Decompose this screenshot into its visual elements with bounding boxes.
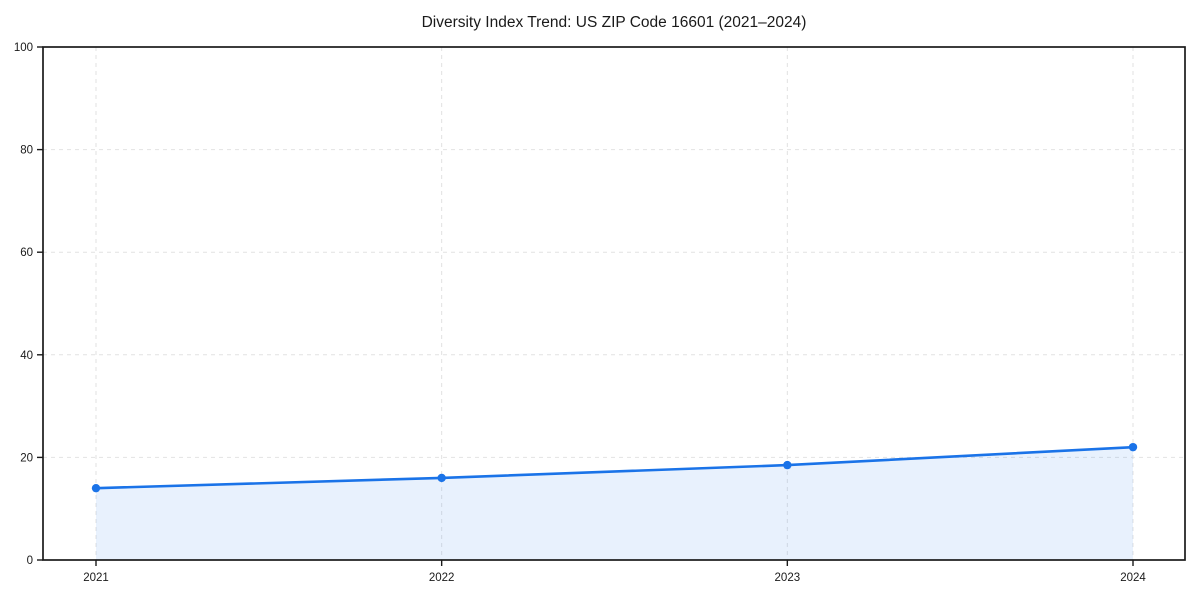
data-point-marker [1128,442,1138,452]
y-axis-tick-label: 20 [20,452,33,464]
y-axis-tick-label: 0 [27,555,33,567]
area-fill [96,447,1133,560]
plot-border [42,46,1186,561]
series-line [94,445,1135,490]
x-axis-tick-label: 2023 [775,572,801,584]
data-line [94,445,1135,490]
x-axis-tick-label: 2021 [83,572,109,584]
y-axis-tick-label: 40 [20,350,33,362]
x-axis-tick-label: 2024 [1120,572,1146,584]
chart-title: Diversity Index Trend: US ZIP Code 16601… [422,14,807,31]
y-axis-tick-label: 80 [20,145,33,157]
axes [37,46,1186,566]
data-point-marker [783,460,792,470]
series-area-fill [96,447,1133,560]
x-axis-tick-label: 2022 [429,572,455,584]
data-point-marker [437,473,446,483]
data-points [91,442,1138,493]
data-point-marker [91,483,101,493]
y-axis-tick-label: 100 [14,42,33,54]
y-axis-tick-label: 60 [20,247,33,259]
tick-labels: 0 20 40 60 80 100 2021 2022 2023 2024 [14,42,1147,584]
